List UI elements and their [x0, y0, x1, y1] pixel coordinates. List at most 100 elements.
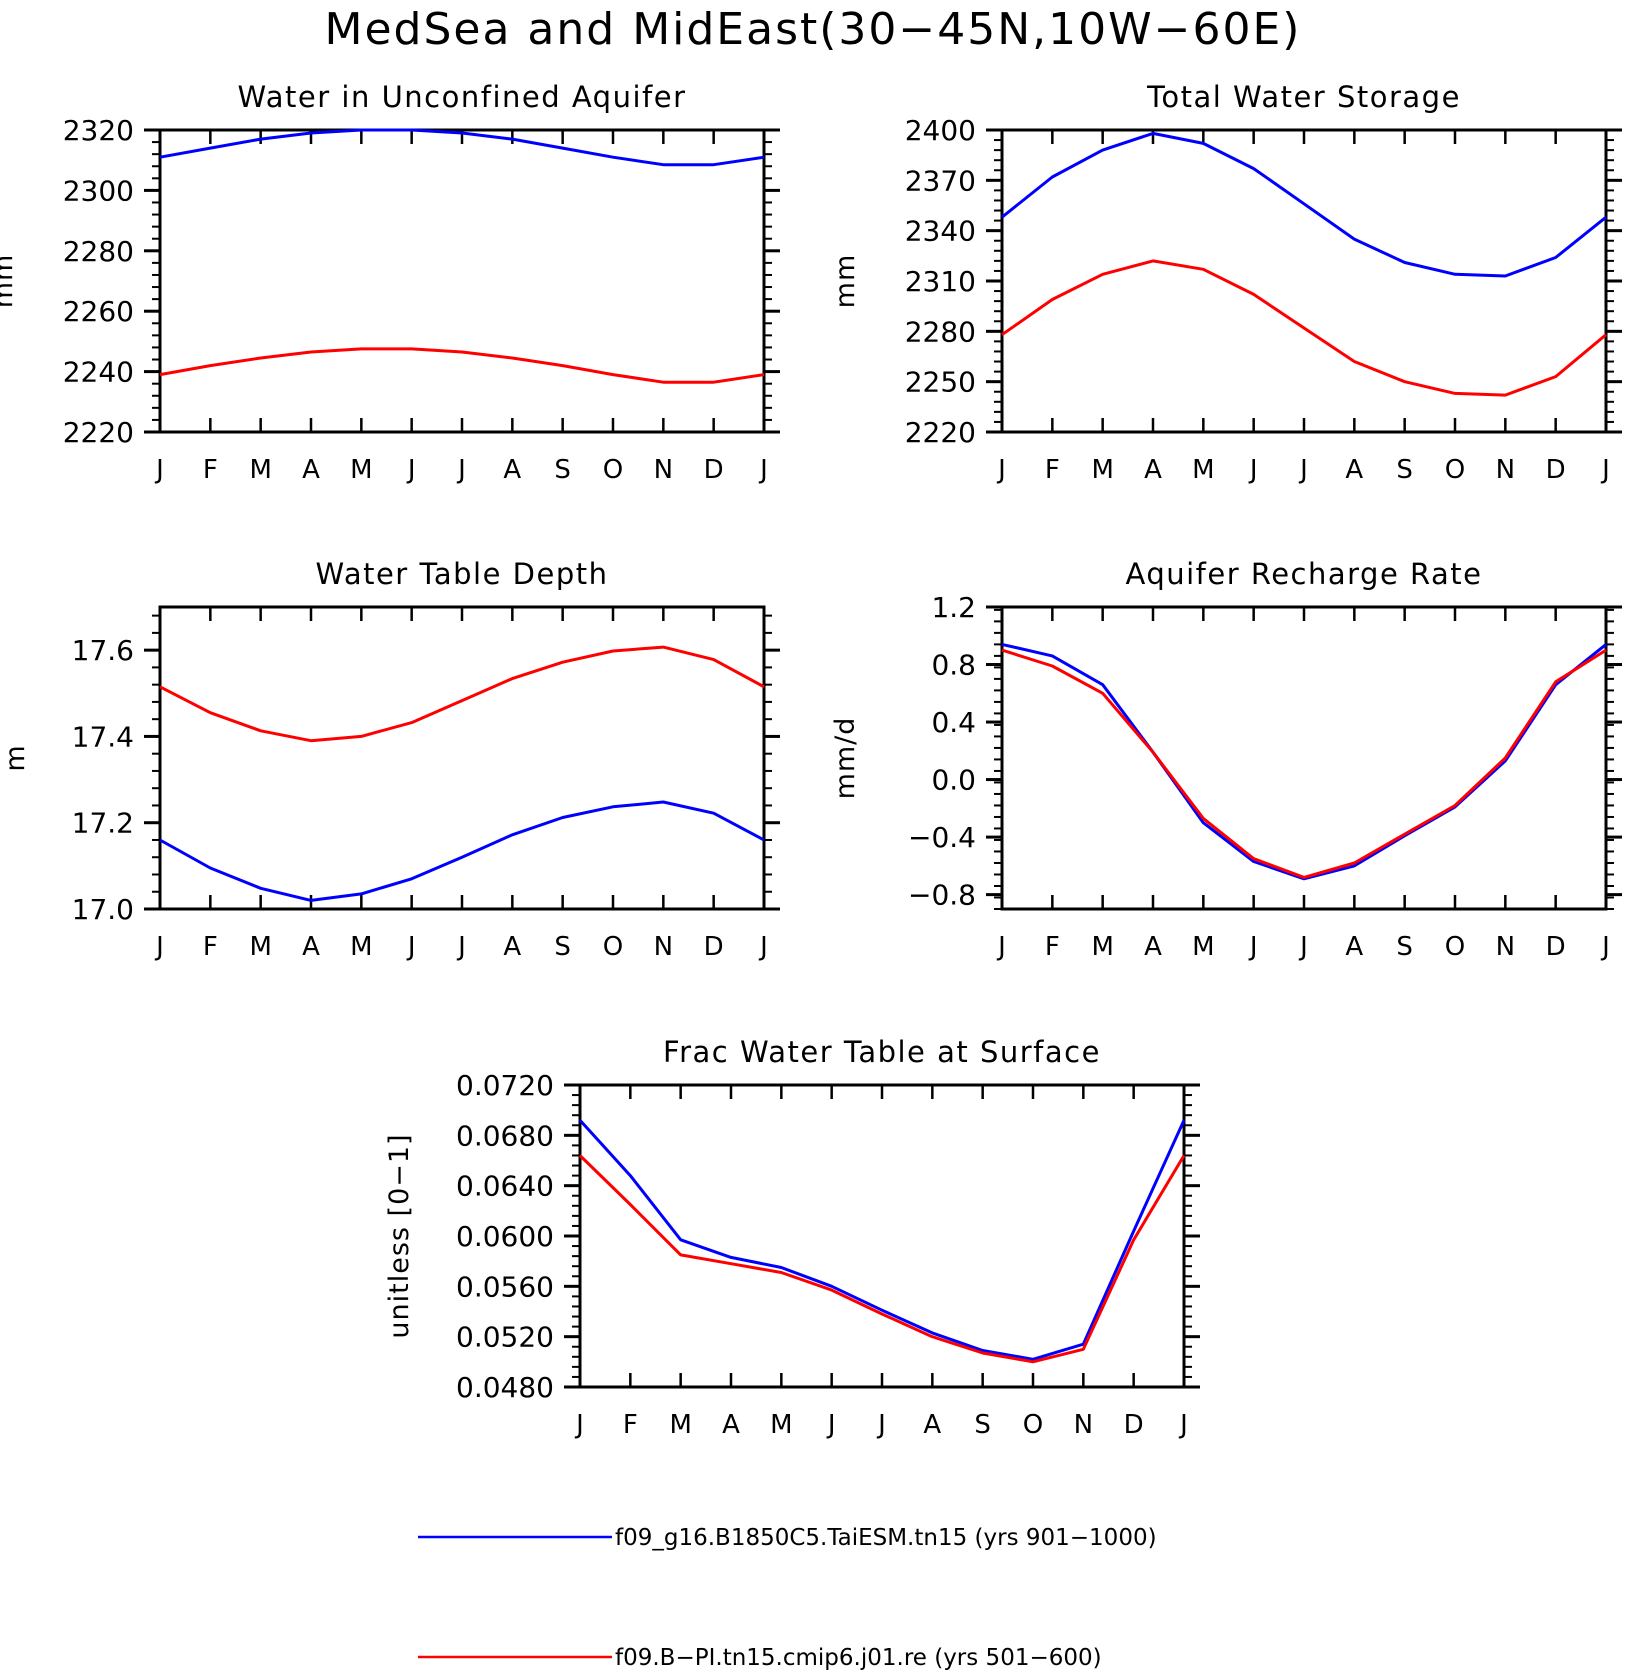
- x-tick-label: J: [1600, 932, 1610, 962]
- x-tick-label: M: [1192, 932, 1214, 962]
- y-axis-label: mm/d: [830, 717, 861, 800]
- series-line-2: [159, 347, 765, 384]
- x-tick-label: J: [826, 1410, 836, 1440]
- x-tick-label: O: [603, 932, 623, 962]
- x-tick-label: A: [302, 932, 320, 962]
- panel-title: Water in Unconfined Aquifer: [237, 80, 686, 114]
- legend-item-2: f09.B−PI.tn15.cmip6.j01.re (yrs 501−600): [418, 1645, 1102, 1671]
- y-tick-label: 17.6: [72, 634, 134, 667]
- x-tick-label: M: [249, 932, 271, 962]
- x-tick-label: O: [1445, 455, 1465, 485]
- x-tick-label: J: [876, 1410, 886, 1440]
- y-tick-label: 17.4: [72, 720, 134, 753]
- panel-title: Frac Water Table at Surface: [663, 1035, 1101, 1069]
- series-line-2: [1001, 648, 1607, 879]
- y-tick-label: 2310: [905, 265, 976, 298]
- x-tick-label: F: [203, 932, 218, 962]
- y-tick-label: 2280: [905, 315, 976, 348]
- x-tick-label: N: [1074, 1410, 1093, 1440]
- y-tick-label: 0.0: [931, 764, 976, 797]
- y-tick-label: 2300: [63, 174, 134, 207]
- x-tick-label: N: [1496, 932, 1515, 962]
- series-line-1: [159, 128, 765, 167]
- panel-title: Water Table Depth: [316, 557, 609, 591]
- x-tick-label: M: [249, 455, 271, 485]
- x-tick-label: J: [456, 455, 466, 485]
- y-tick-label: 0.0560: [456, 1270, 554, 1303]
- x-tick-label: F: [623, 1410, 638, 1440]
- x-tick-label: S: [554, 455, 571, 485]
- x-tick-label: J: [996, 932, 1006, 962]
- legend: f09_g16.B1850C5.TaiESM.tn15 (yrs 901−100…: [418, 1525, 1157, 1671]
- y-tick-label: 0.0640: [456, 1170, 554, 1203]
- y-axis-label: unitless [0−1]: [384, 1133, 415, 1338]
- y-tick-label: 17.0: [72, 893, 134, 926]
- x-tick-label: J: [456, 932, 466, 962]
- y-axis-label: m: [0, 744, 31, 771]
- x-tick-label: D: [1124, 1410, 1144, 1440]
- x-tick-label: A: [923, 1410, 941, 1440]
- x-tick-label: A: [1144, 455, 1162, 485]
- y-tick-label: 0.0480: [456, 1371, 554, 1404]
- x-tick-label: J: [154, 455, 164, 485]
- y-tick-label: 0.0600: [456, 1220, 554, 1253]
- panel-title: Total Water Storage: [1146, 80, 1461, 114]
- legend-label: f09_g16.B1850C5.TaiESM.tn15 (yrs 901−100…: [615, 1525, 1157, 1551]
- x-tick-label: M: [1091, 932, 1113, 962]
- legend-item-1: f09_g16.B1850C5.TaiESM.tn15 (yrs 901−100…: [418, 1525, 1157, 1551]
- series-line-1: [1001, 131, 1607, 278]
- plot-frame: [1000, 605, 1608, 911]
- x-tick-label: J: [1298, 932, 1308, 962]
- x-tick-label: J: [1298, 455, 1308, 485]
- series-line-2: [1001, 259, 1607, 397]
- x-tick-label: M: [770, 1410, 792, 1440]
- x-tick-label: S: [974, 1410, 991, 1440]
- y-tick-label: 0.0680: [456, 1119, 554, 1152]
- x-tick-label: O: [1445, 932, 1465, 962]
- x-tick-label: J: [406, 932, 416, 962]
- y-tick-label: 2250: [905, 366, 976, 399]
- x-tick-label: A: [503, 455, 521, 485]
- x-tick-label: A: [503, 932, 521, 962]
- panel-title: Aquifer Recharge Rate: [1125, 557, 1482, 591]
- x-tick-label: J: [574, 1410, 584, 1440]
- series-line-1: [1001, 642, 1607, 881]
- x-tick-label: J: [758, 932, 768, 962]
- series-line-1: [578, 1119, 1186, 1361]
- figure-title: MedSea and MidEast(30−45N,10W−60E): [325, 4, 1302, 55]
- y-tick-label: 2320: [63, 114, 134, 147]
- plot-frame: [158, 128, 766, 434]
- x-tick-label: O: [603, 455, 623, 485]
- x-tick-label: D: [1546, 932, 1566, 962]
- y-tick-label: 2280: [63, 235, 134, 268]
- x-tick-label: D: [704, 455, 724, 485]
- y-tick-label: 2260: [63, 295, 134, 328]
- x-tick-label: A: [722, 1410, 740, 1440]
- x-tick-label: M: [350, 455, 372, 485]
- y-tick-label: 2400: [905, 114, 976, 147]
- x-tick-label: D: [1546, 455, 1566, 485]
- plot-frame: [158, 605, 766, 911]
- y-tick-label: 2370: [905, 164, 976, 197]
- x-tick-label: A: [1144, 932, 1162, 962]
- x-tick-label: O: [1023, 1410, 1043, 1440]
- y-tick-label: 2220: [63, 416, 134, 449]
- x-tick-label: M: [1192, 455, 1214, 485]
- x-tick-label: D: [704, 932, 724, 962]
- x-tick-label: J: [758, 455, 768, 485]
- x-tick-label: J: [1248, 932, 1258, 962]
- y-tick-label: 2220: [905, 416, 976, 449]
- x-tick-label: N: [654, 932, 673, 962]
- x-tick-label: J: [154, 932, 164, 962]
- series-line-2: [159, 645, 765, 743]
- y-tick-label: 17.2: [72, 807, 134, 840]
- x-tick-label: F: [1045, 455, 1060, 485]
- y-axis-label: mm: [0, 254, 19, 309]
- x-tick-label: F: [1045, 932, 1060, 962]
- y-tick-label: 0.0520: [456, 1321, 554, 1354]
